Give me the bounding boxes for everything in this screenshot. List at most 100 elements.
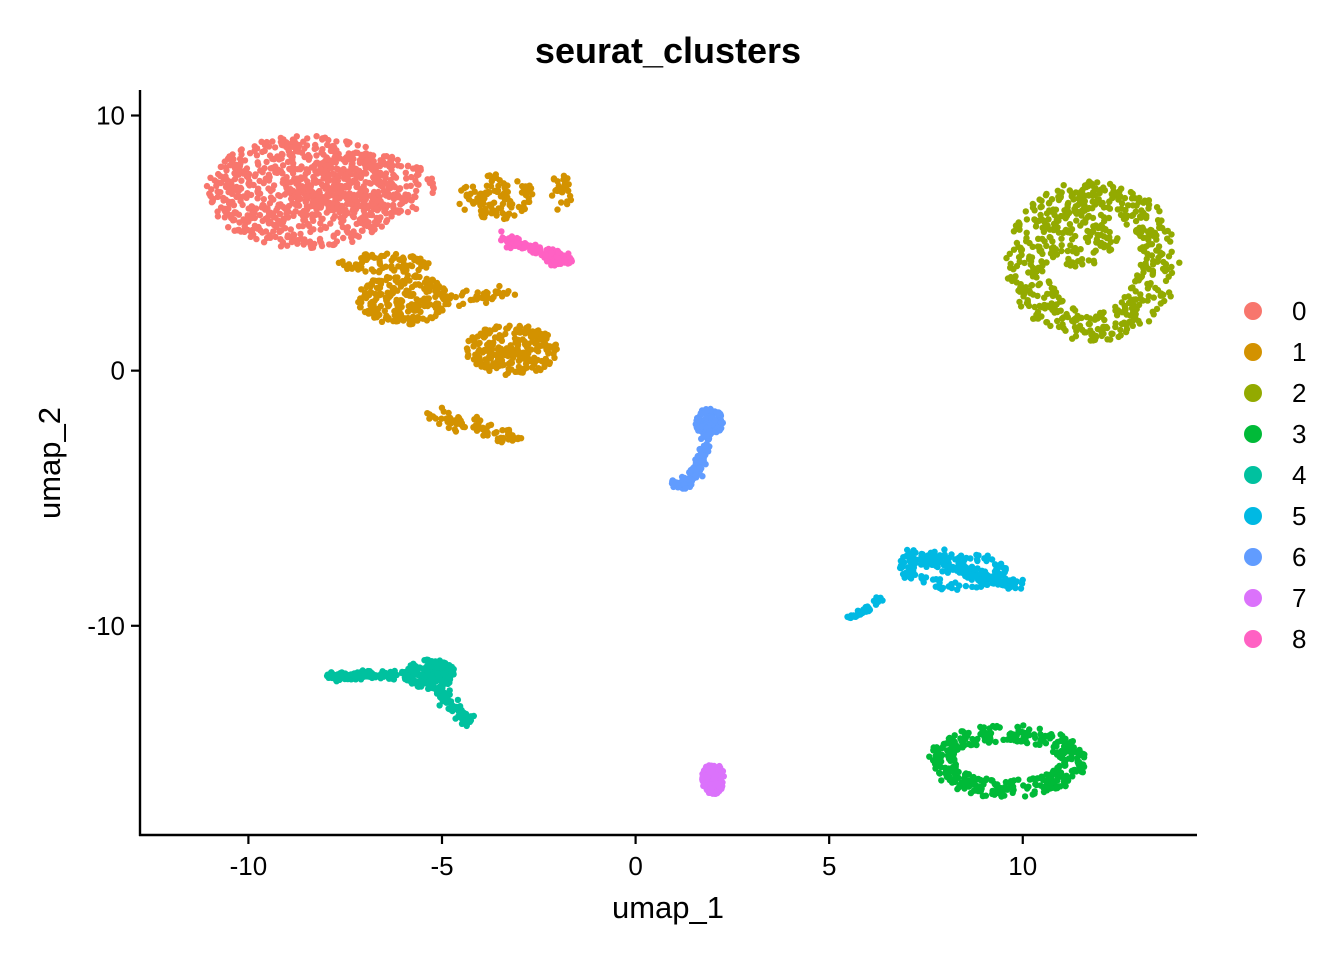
data-point bbox=[1006, 577, 1014, 584]
data-point bbox=[702, 407, 710, 415]
data-point bbox=[473, 360, 480, 368]
data-point bbox=[1168, 248, 1175, 255]
data-point bbox=[1036, 741, 1043, 748]
data-point bbox=[1073, 249, 1080, 257]
data-point bbox=[221, 158, 228, 165]
data-point bbox=[382, 294, 390, 301]
data-point bbox=[1092, 247, 1099, 254]
data-point bbox=[702, 461, 709, 468]
data-point bbox=[290, 231, 297, 238]
data-point bbox=[670, 479, 677, 486]
data-point bbox=[441, 287, 449, 294]
data-point bbox=[1023, 216, 1031, 223]
data-point bbox=[1139, 224, 1146, 231]
data-point bbox=[1108, 190, 1116, 198]
data-point bbox=[512, 368, 519, 375]
data-point bbox=[321, 197, 328, 204]
data-point bbox=[226, 153, 233, 160]
data-point bbox=[514, 178, 521, 185]
data-point bbox=[331, 675, 339, 683]
data-point bbox=[324, 141, 331, 149]
data-point bbox=[1018, 580, 1026, 587]
data-point bbox=[417, 166, 424, 174]
data-point bbox=[368, 223, 376, 231]
data-point bbox=[1050, 285, 1058, 292]
data-point bbox=[1137, 291, 1144, 298]
data-point bbox=[496, 282, 503, 290]
cluster-3-points bbox=[926, 722, 1088, 800]
data-point bbox=[301, 153, 308, 161]
data-point bbox=[451, 417, 458, 424]
data-point bbox=[390, 672, 398, 679]
data-point bbox=[217, 163, 224, 171]
data-point bbox=[303, 211, 311, 219]
data-point bbox=[397, 303, 404, 310]
data-point bbox=[1053, 749, 1061, 756]
x-axis-label: umap_1 bbox=[612, 890, 724, 925]
data-point bbox=[517, 435, 525, 442]
data-point bbox=[545, 350, 552, 357]
data-point bbox=[1127, 285, 1135, 292]
data-point bbox=[542, 340, 549, 348]
data-point bbox=[253, 235, 260, 243]
data-point bbox=[360, 199, 368, 206]
data-point bbox=[1046, 199, 1053, 206]
data-point bbox=[1085, 257, 1093, 264]
data-point bbox=[429, 276, 436, 283]
data-point bbox=[415, 181, 422, 188]
data-point bbox=[1132, 278, 1139, 285]
data-point bbox=[354, 183, 361, 191]
data-point bbox=[1092, 332, 1100, 340]
data-point bbox=[370, 174, 377, 181]
data-point bbox=[1161, 228, 1169, 235]
data-point bbox=[336, 189, 344, 196]
data-point bbox=[404, 677, 411, 684]
data-point bbox=[223, 167, 230, 174]
y-tick-label: -10 bbox=[87, 611, 125, 641]
data-point bbox=[410, 253, 417, 261]
data-point bbox=[1050, 767, 1057, 774]
data-point bbox=[1020, 722, 1027, 729]
data-point bbox=[1032, 780, 1039, 788]
data-point bbox=[239, 201, 246, 209]
data-point bbox=[456, 302, 463, 309]
data-point bbox=[1062, 215, 1069, 222]
data-point bbox=[360, 207, 368, 214]
data-point bbox=[229, 198, 236, 206]
data-point bbox=[1052, 785, 1059, 792]
data-point bbox=[1045, 278, 1053, 285]
data-point bbox=[531, 333, 539, 340]
data-point bbox=[275, 192, 282, 199]
data-point bbox=[1034, 308, 1042, 316]
data-point bbox=[464, 353, 471, 360]
data-point bbox=[314, 170, 321, 177]
data-point bbox=[942, 562, 950, 569]
data-point bbox=[525, 195, 532, 202]
data-point bbox=[337, 214, 344, 222]
data-point bbox=[1025, 269, 1032, 276]
data-point bbox=[340, 234, 347, 242]
data-point bbox=[1017, 284, 1024, 291]
data-point bbox=[390, 201, 397, 209]
data-point bbox=[484, 341, 491, 348]
data-point bbox=[1067, 738, 1075, 746]
data-point bbox=[486, 354, 493, 362]
data-point bbox=[1147, 226, 1154, 234]
data-point bbox=[1013, 578, 1020, 585]
data-point bbox=[272, 233, 279, 241]
data-point bbox=[300, 138, 307, 145]
data-point bbox=[1001, 783, 1008, 791]
data-point bbox=[310, 164, 317, 171]
data-point bbox=[1052, 740, 1059, 747]
data-point bbox=[532, 346, 540, 353]
data-point bbox=[717, 418, 725, 426]
data-point bbox=[358, 299, 365, 306]
data-point bbox=[238, 177, 245, 184]
legend-item-6: 6 bbox=[1244, 542, 1306, 572]
data-point bbox=[967, 555, 974, 562]
data-point bbox=[281, 191, 289, 198]
data-point bbox=[695, 416, 702, 423]
data-point bbox=[711, 417, 719, 425]
data-point bbox=[270, 214, 278, 221]
data-point bbox=[955, 784, 962, 791]
